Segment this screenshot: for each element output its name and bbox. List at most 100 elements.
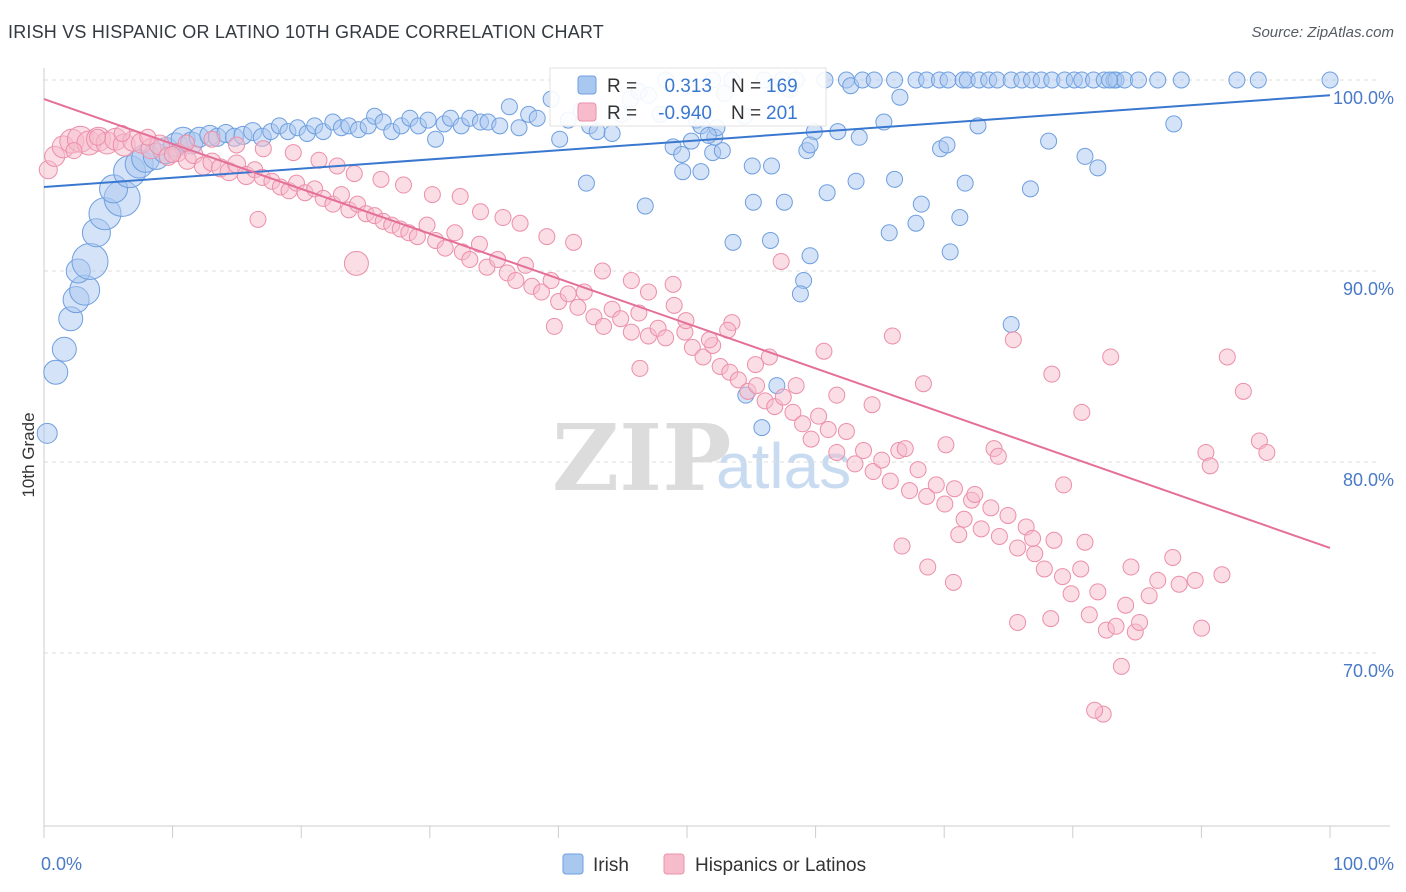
irish-point xyxy=(850,128,868,146)
hispanic-point xyxy=(532,283,550,301)
hispanic-point xyxy=(451,188,469,206)
hispanic-point xyxy=(950,526,968,544)
hispanic-point xyxy=(828,443,846,461)
hispanic-point xyxy=(918,487,936,505)
hispanic-point xyxy=(345,165,363,183)
hispanic-point xyxy=(881,472,899,490)
hispanic-point xyxy=(639,283,657,301)
irish-point xyxy=(1172,71,1190,89)
hispanic-point xyxy=(1073,403,1091,421)
irish-point xyxy=(1129,71,1147,89)
hispanic-point xyxy=(310,151,328,169)
irish-point xyxy=(1040,132,1058,150)
irish-point xyxy=(692,163,710,181)
hispanic-point xyxy=(774,388,792,406)
irish-point xyxy=(791,285,809,303)
hispanic-point xyxy=(1045,531,1063,549)
hispanic-point xyxy=(1089,583,1107,601)
irish-point xyxy=(744,193,762,211)
hispanic-point xyxy=(1035,560,1053,578)
irish-point xyxy=(1149,71,1167,89)
irish-point xyxy=(724,233,742,251)
hispanic-point xyxy=(972,520,990,538)
hispanic-point xyxy=(729,371,747,389)
irish-point xyxy=(419,111,437,129)
irish-point xyxy=(818,184,836,202)
irish-point xyxy=(510,119,528,137)
hispanic-point xyxy=(896,440,914,458)
trend-lines xyxy=(43,94,1331,549)
hispanic-point xyxy=(937,436,955,454)
irish-point xyxy=(775,193,793,211)
y-tick-label: 100.0% xyxy=(1333,88,1394,108)
hispanic-point xyxy=(945,480,963,498)
hispanic-point xyxy=(1055,476,1073,494)
irish-point xyxy=(1165,115,1183,133)
hispanic-point xyxy=(1076,533,1094,551)
hispanic-point xyxy=(794,415,812,433)
hispanic-point xyxy=(461,251,479,269)
bottom-legend-swatch-hispanic xyxy=(663,853,685,875)
hispanic-point xyxy=(1080,606,1098,624)
y-tick-label: 90.0% xyxy=(1343,279,1394,299)
hispanic-point xyxy=(1112,657,1130,675)
hispanic-point xyxy=(1170,575,1188,593)
hispanic-point xyxy=(622,272,640,290)
irish-point xyxy=(865,71,883,89)
hispanic-point xyxy=(1072,560,1090,578)
legend-irish-n-label: N = xyxy=(731,76,761,97)
hispanic-point xyxy=(1234,382,1252,400)
x-tick-label: 100.0% xyxy=(1333,854,1394,874)
irish-point xyxy=(500,98,518,116)
hispanic-point xyxy=(873,451,891,469)
irish-point xyxy=(801,247,819,265)
hispanic-point xyxy=(1213,566,1231,584)
irish-point xyxy=(713,142,731,160)
source-label: Source: ZipAtlas.com xyxy=(1251,24,1394,41)
hispanic-point xyxy=(919,558,937,576)
hispanic-point xyxy=(989,447,1007,465)
hispanic-point xyxy=(284,144,302,162)
y-axis-title: 10th Grade xyxy=(19,412,38,497)
hispanic-point xyxy=(559,285,577,303)
hispanic-point xyxy=(683,338,701,356)
hispanic-point xyxy=(622,323,640,341)
stats-legend: R = 0.313 N = 169 R = -0.940 N = 201 xyxy=(549,67,827,127)
hispanic-point xyxy=(1149,571,1167,589)
hispanic-point xyxy=(802,430,820,448)
hispanic-point xyxy=(1201,457,1219,475)
hispanic-point xyxy=(657,329,675,347)
legend-hispanic-n-label: N = xyxy=(731,103,761,124)
irish-point xyxy=(956,174,974,192)
hispanic-point xyxy=(936,495,954,513)
hispanic-point xyxy=(1024,529,1042,547)
irish-point xyxy=(603,124,621,142)
legend-swatch-irish xyxy=(577,75,597,95)
hispanic-point xyxy=(855,442,873,460)
irish-point xyxy=(891,88,909,106)
hispanic-point xyxy=(372,170,390,188)
hispanic-point xyxy=(1164,549,1182,566)
hispanic-point xyxy=(927,476,945,494)
hispanic-point xyxy=(1102,348,1120,366)
hispanic-point xyxy=(1186,571,1204,589)
irish-point xyxy=(673,145,691,163)
hispanic-point xyxy=(1117,596,1135,614)
irish-point xyxy=(801,136,819,154)
hispanic-point xyxy=(999,506,1017,524)
hispanic-point xyxy=(746,356,764,374)
hispanic-point xyxy=(1054,568,1072,586)
legend-swatch-hispanic xyxy=(577,102,597,122)
hispanic-point xyxy=(1258,443,1276,461)
hispanic-point xyxy=(1218,348,1236,366)
legend-irish-n-value: 169 xyxy=(766,76,798,97)
irish-point xyxy=(743,157,761,175)
hispanic-point xyxy=(966,485,984,503)
hispanic-point xyxy=(470,235,488,253)
hispanic-points xyxy=(38,124,1276,723)
hispanic-point xyxy=(828,386,846,404)
hispanic-point xyxy=(507,272,525,290)
irish-point xyxy=(969,117,987,135)
hispanic-point xyxy=(1043,365,1061,383)
